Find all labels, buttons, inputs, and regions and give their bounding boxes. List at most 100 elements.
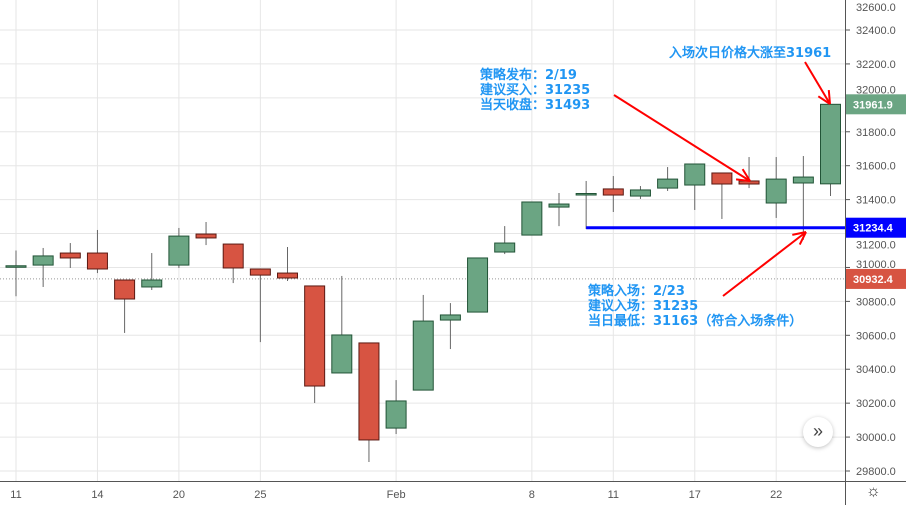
price-tick-label: 32600.0 xyxy=(856,2,896,14)
time-tick-label: 17 xyxy=(689,489,701,501)
candle xyxy=(331,275,353,374)
candle xyxy=(494,226,516,255)
time-tick-label: 8 xyxy=(529,489,535,501)
arrow-shaft xyxy=(804,61,831,105)
candle-body xyxy=(331,334,353,374)
annotation-line: 策略入场：2/23 xyxy=(588,284,685,299)
candle-body xyxy=(249,268,271,276)
candle-body xyxy=(222,243,244,269)
annotation-line: 当天收盘：31493 xyxy=(480,98,591,113)
time-tick-label: 22 xyxy=(770,489,782,501)
arrow-head xyxy=(798,231,807,245)
candle xyxy=(5,250,27,297)
candle-body xyxy=(59,252,81,259)
price-tick-label: 31600.0 xyxy=(856,161,896,173)
price-tick-label: 30600.0 xyxy=(856,330,896,342)
candle xyxy=(439,303,461,350)
candle-body xyxy=(5,265,27,268)
price-label-badge xyxy=(846,94,906,115)
candle-body xyxy=(494,242,516,253)
price-tick-label: 31800.0 xyxy=(856,127,896,139)
candle xyxy=(141,253,163,291)
scroll-to-realtime-button[interactable]: » xyxy=(803,417,833,447)
price-tick-label: 29800.0 xyxy=(856,466,896,478)
candle xyxy=(195,222,217,246)
candle xyxy=(575,180,597,229)
annotation-entry: 策略入场：2/23 建议入场：31235 当日最低：31163（符合入场条件） xyxy=(588,284,802,329)
candle-body xyxy=(521,201,543,236)
price-axis xyxy=(845,0,906,505)
price-tick-label: 30800.0 xyxy=(856,296,896,308)
candle-body xyxy=(304,285,326,387)
annotation-line: 建议买入：31235 xyxy=(480,83,591,98)
price-tick-label: 31000.0 xyxy=(856,259,896,271)
price-tick-label: 30000.0 xyxy=(856,432,896,444)
price-label-badge xyxy=(846,268,906,289)
candle-body xyxy=(548,203,570,208)
price-label-text: 31961.9 xyxy=(853,99,893,111)
candle xyxy=(304,285,326,403)
candle xyxy=(114,279,136,333)
candle xyxy=(657,167,679,191)
annotation-line: 建议入场：31235 xyxy=(588,299,699,314)
candle-body xyxy=(32,255,54,266)
candle xyxy=(738,157,760,189)
candle xyxy=(629,186,651,199)
arrow-shaft xyxy=(613,94,751,182)
price-tick-label: 30200.0 xyxy=(856,398,896,410)
candle-body xyxy=(412,320,434,391)
candle xyxy=(765,157,787,218)
candle xyxy=(86,229,108,274)
candle-body xyxy=(114,279,136,300)
arrow-head xyxy=(817,95,831,105)
arrow-head xyxy=(827,89,831,105)
candle-body xyxy=(168,235,190,266)
arrow-head xyxy=(741,168,751,182)
arrow-head xyxy=(792,231,807,236)
candle-body xyxy=(195,233,217,239)
candle-body xyxy=(629,189,651,197)
settings-icon[interactable]: ☼ xyxy=(866,483,881,500)
candle-body xyxy=(141,279,163,288)
candle xyxy=(277,246,298,282)
candle xyxy=(249,268,271,343)
price-label-text: 30932.4 xyxy=(853,274,894,286)
price-tick-label: 32000.0 xyxy=(856,84,896,96)
candle-body xyxy=(765,178,787,204)
candle-body xyxy=(820,103,841,185)
candle xyxy=(467,257,489,313)
price-tick-label: 32400.0 xyxy=(856,25,896,37)
candle xyxy=(412,294,434,391)
annotation-line: 策略发布：2/19 xyxy=(480,68,577,83)
arrow-shaft xyxy=(722,231,807,297)
candle-body xyxy=(467,257,489,313)
candle-body xyxy=(657,178,679,189)
annotation-arrow xyxy=(722,231,807,297)
arrow-head xyxy=(735,178,751,182)
candle-body xyxy=(277,272,298,279)
candle xyxy=(548,193,570,227)
time-tick-label: 25 xyxy=(254,489,266,501)
annotation-release: 策略发布：2/19 建议买入：31235 当天收盘：31493 xyxy=(480,68,590,113)
annotation-line: 当日最低：31163（符合入场条件） xyxy=(588,314,803,329)
candle xyxy=(602,176,624,212)
candle xyxy=(222,243,244,284)
candle-body xyxy=(86,252,108,270)
price-label-badge xyxy=(846,217,906,238)
candle-body xyxy=(711,172,733,185)
annotation-arrow xyxy=(804,61,831,105)
time-tick-label: Feb xyxy=(387,489,406,501)
candle xyxy=(32,247,54,287)
annotation-arrow xyxy=(613,94,751,182)
price-tick-label: 31200.0 xyxy=(856,240,896,252)
candle xyxy=(684,163,706,210)
time-tick-label: 11 xyxy=(608,489,619,501)
candle xyxy=(820,103,841,197)
candle-body xyxy=(575,193,597,196)
price-tick-label: 32200.0 xyxy=(856,59,896,71)
price-label-text: 31234.4 xyxy=(853,223,894,235)
candle-body xyxy=(358,342,380,441)
candle xyxy=(711,172,733,219)
time-tick-label: 20 xyxy=(173,489,185,501)
